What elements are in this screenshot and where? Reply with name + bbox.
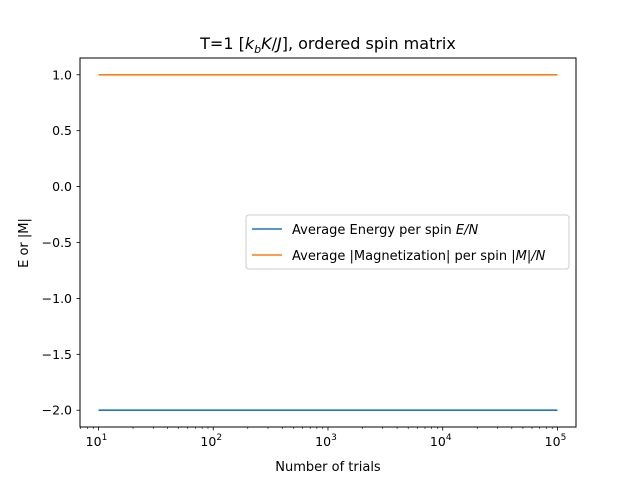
legend-energy-label: Average Energy per spin E/N bbox=[292, 223, 479, 238]
legend-magnetization-label: Average |Magnetization| per spin |M|/N bbox=[292, 249, 546, 264]
y-tick-label: −2.0 bbox=[42, 403, 72, 418]
legend-box bbox=[245, 214, 570, 270]
x-axis-label: Number of trials bbox=[275, 460, 381, 475]
y-tick-label: 1.0 bbox=[52, 67, 72, 82]
x-tick-label: 101 bbox=[86, 433, 108, 449]
x-tick-label: 105 bbox=[545, 433, 567, 449]
x-tick-label: 102 bbox=[200, 433, 222, 449]
series-layer bbox=[98, 73, 558, 412]
y-tick-label: 0.5 bbox=[52, 123, 72, 138]
y-tick-label: 0.0 bbox=[52, 179, 72, 194]
y-axis-ticks: 1.0 0.5 0.0 −0.5 −1.0 −1.5 −2.0 bbox=[42, 67, 80, 418]
chart-title: T=1 [kbK/J], ordered spin matrix bbox=[199, 34, 456, 56]
y-axis-label: E or |M| bbox=[17, 218, 32, 268]
x-tick-label: 104 bbox=[430, 433, 452, 449]
x-tick-label: 103 bbox=[315, 433, 337, 449]
y-tick-label: −1.0 bbox=[42, 291, 72, 306]
legend: Average Energy per spin E/N Average |Mag… bbox=[245, 214, 570, 270]
y-tick-label: −0.5 bbox=[42, 235, 72, 250]
x-axis-ticks: 101 102 103 104 105 bbox=[80, 427, 567, 449]
y-tick-label: −1.5 bbox=[42, 347, 72, 362]
